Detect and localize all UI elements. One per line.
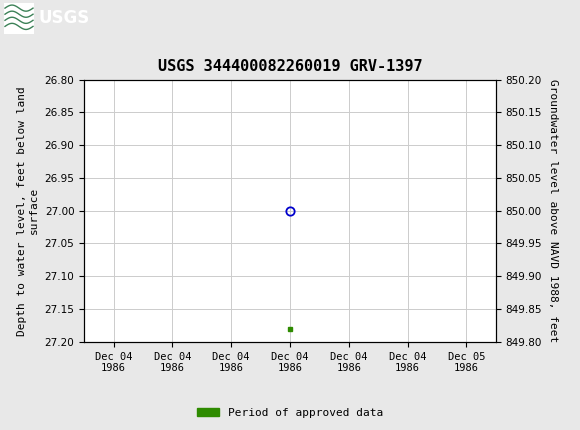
- Y-axis label: Depth to water level, feet below land
surface: Depth to water level, feet below land su…: [17, 86, 39, 335]
- Legend: Period of approved data: Period of approved data: [193, 403, 387, 422]
- Y-axis label: Groundwater level above NAVD 1988, feet: Groundwater level above NAVD 1988, feet: [548, 79, 558, 342]
- FancyBboxPatch shape: [4, 3, 34, 34]
- Text: USGS: USGS: [38, 9, 89, 27]
- Title: USGS 344400082260019 GRV-1397: USGS 344400082260019 GRV-1397: [158, 59, 422, 74]
